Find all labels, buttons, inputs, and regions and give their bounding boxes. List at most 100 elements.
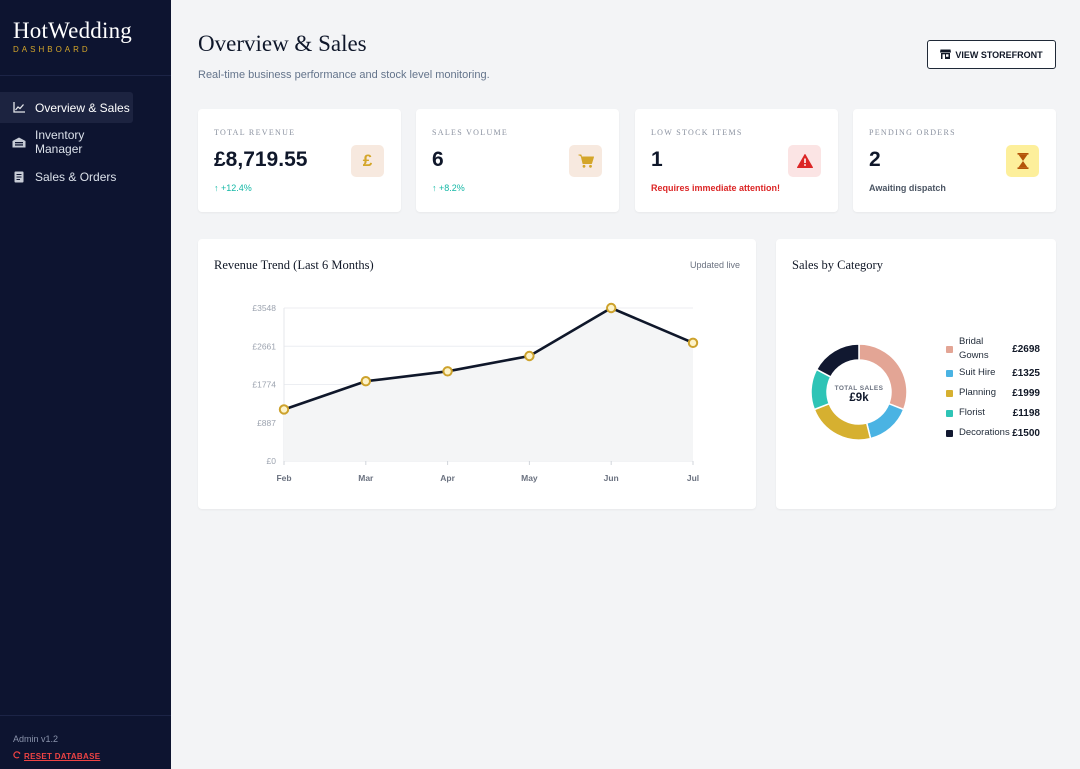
stat-card-pending-orders: PENDING ORDERS 2 Awaiting dispatch — [853, 109, 1056, 212]
sidebar-item-inventory-manager[interactable]: Inventory Manager — [0, 127, 133, 158]
legend-value: £1325 — [1012, 367, 1040, 379]
x-tick-label: May — [521, 473, 538, 483]
donut-legend: Bridal Gowns £2698 Suit Hire £1325 Planning £… — [946, 335, 1040, 443]
legend-swatch — [946, 389, 953, 397]
legend-item: Bridal Gowns £2698 — [946, 335, 1040, 363]
legend-value: £1198 — [1012, 407, 1040, 419]
stat-change: ↑ +8.2% — [432, 183, 465, 193]
stat-label: LOW STOCK ITEMS — [651, 128, 743, 137]
stat-card-total-revenue: TOTAL REVENUE £8,719.55 ↑ +12.4% £ — [198, 109, 401, 212]
data-point[interactable] — [442, 366, 453, 377]
arrow-up-icon: ↑ — [214, 183, 222, 193]
sales-by-category-panel: Sales by Category TOTAL SALES £9k Bridal … — [776, 239, 1056, 509]
sidebar-item-overview-sales[interactable]: Overview & Sales — [0, 92, 133, 123]
revenue-line — [283, 306, 694, 411]
reset-database-label: RESET DATABASE — [24, 751, 101, 761]
arrow-up-icon: ↑ — [432, 183, 440, 193]
stat-card-sales-volume: SALES VOLUME 6 ↑ +8.2% — [416, 109, 619, 212]
sidebar-nav: Overview & Sales Inventory Manager Sales… — [0, 76, 171, 192]
y-tick-label: £2661 — [252, 341, 276, 351]
data-point[interactable] — [360, 376, 372, 387]
stat-label: PENDING ORDERS — [869, 128, 956, 137]
stat-value: 1 — [651, 148, 663, 171]
sales-by-category-title: Sales by Category — [792, 258, 883, 272]
brand-subtitle: DASHBOARD — [13, 45, 91, 54]
warning-icon — [788, 145, 821, 177]
stat-note: Requires immediate attention! — [651, 183, 781, 193]
x-tick-label: Jul — [687, 473, 699, 483]
legend-swatch — [946, 429, 953, 437]
revenue-trend-title: Revenue Trend (Last 6 Months) — [214, 258, 374, 272]
legend-item: Suit Hire £1325 — [946, 363, 1040, 383]
legend-swatch — [946, 409, 953, 417]
revenue-line-chart: £0 £887 £1774 £2661 £3548 Feb Mar Apr May Jun Jul — [252, 302, 699, 483]
view-storefront-button[interactable]: VIEW STOREFRONT — [927, 40, 1056, 69]
x-tick-label: Apr — [440, 473, 455, 483]
sidebar-item-label: Sales & Orders — [35, 169, 117, 184]
donut-slice[interactable] — [813, 402, 872, 441]
refresh-icon — [13, 751, 21, 761]
y-tick-label: £1774 — [252, 380, 276, 390]
stat-label: TOTAL REVENUE — [214, 128, 296, 137]
data-point[interactable] — [687, 337, 699, 349]
sales-donut-chart: TOTAL SALES£9k — [810, 343, 908, 441]
legend-value: £2698 — [1012, 343, 1040, 355]
stat-value: £8,719.55 — [214, 148, 308, 171]
donut-slice[interactable] — [815, 343, 860, 378]
legend-label: Florist — [959, 407, 985, 418]
donut-center-value: £9k — [849, 392, 869, 404]
reset-database-link[interactable]: RESET DATABASE — [13, 751, 158, 761]
legend-label: Planning — [959, 387, 996, 398]
sidebar: HotWedding DASHBOARD Overview & Sales In… — [0, 0, 171, 769]
stat-change-value: +12.4% — [221, 183, 252, 193]
stat-value: 6 — [432, 148, 444, 171]
page-subtitle: Real-time business performance and stock… — [198, 69, 490, 81]
x-tick-label: Mar — [358, 473, 374, 483]
data-point[interactable] — [524, 350, 535, 362]
stat-card-low-stock: LOW STOCK ITEMS 1 Requires immediate att… — [635, 109, 838, 212]
chart-line-icon — [12, 101, 26, 115]
legend-label: Decorations — [959, 427, 1010, 438]
version-label: Admin v1.2 — [13, 734, 59, 744]
legend-item: Decorations £1500 — [946, 423, 1040, 443]
stat-change-value: +8.2% — [439, 183, 465, 193]
legend-item: Florist £1198 — [946, 403, 1040, 423]
receipt-icon — [12, 170, 26, 184]
legend-item: Planning £1999 — [946, 383, 1040, 403]
data-point[interactable] — [278, 404, 290, 415]
area-fill — [284, 308, 693, 461]
donut-center-label: TOTAL SALES — [835, 385, 884, 392]
revenue-trend-panel: Revenue Trend (Last 6 Months) Updated li… — [198, 239, 756, 509]
legend-label: Suit Hire — [959, 367, 996, 378]
pound-icon: £ — [351, 145, 384, 177]
donut-slice[interactable] — [865, 402, 905, 440]
y-tick-label: £887 — [257, 418, 276, 428]
legend-value: £1500 — [1012, 427, 1040, 439]
legend-label: Bridal Gowns — [959, 336, 989, 361]
page-title: Overview & Sales — [198, 31, 367, 56]
view-storefront-label: VIEW STOREFRONT — [955, 49, 1043, 60]
store-icon — [940, 49, 952, 61]
sidebar-item-label: Overview & Sales — [35, 100, 130, 115]
x-tick-label: Jun — [604, 473, 619, 483]
legend-value: £1999 — [1012, 387, 1040, 399]
sidebar-item-label: Inventory Manager — [35, 128, 85, 156]
updated-live-label: Updated live — [689, 260, 740, 270]
brand-name: HotWedding — [13, 18, 132, 43]
warehouse-icon — [12, 135, 26, 149]
stat-label: SALES VOLUME — [432, 128, 509, 137]
stat-value: 2 — [869, 148, 881, 171]
legend-swatch — [946, 369, 953, 377]
x-tick-label: Feb — [276, 473, 291, 483]
brand: HotWedding DASHBOARD — [0, 0, 171, 76]
sidebar-footer: Admin v1.2 RESET DATABASE — [0, 715, 171, 769]
sidebar-item-sales-orders[interactable]: Sales & Orders — [0, 161, 133, 192]
cart-icon — [569, 145, 602, 177]
stat-note: Awaiting dispatch — [869, 183, 946, 193]
legend-swatch — [946, 345, 953, 353]
data-point[interactable] — [606, 302, 617, 314]
y-tick-label: £0 — [267, 456, 277, 466]
y-tick-label: £3548 — [252, 303, 276, 313]
hourglass-icon — [1006, 145, 1039, 177]
stat-change: ↑ +12.4% — [214, 183, 252, 193]
